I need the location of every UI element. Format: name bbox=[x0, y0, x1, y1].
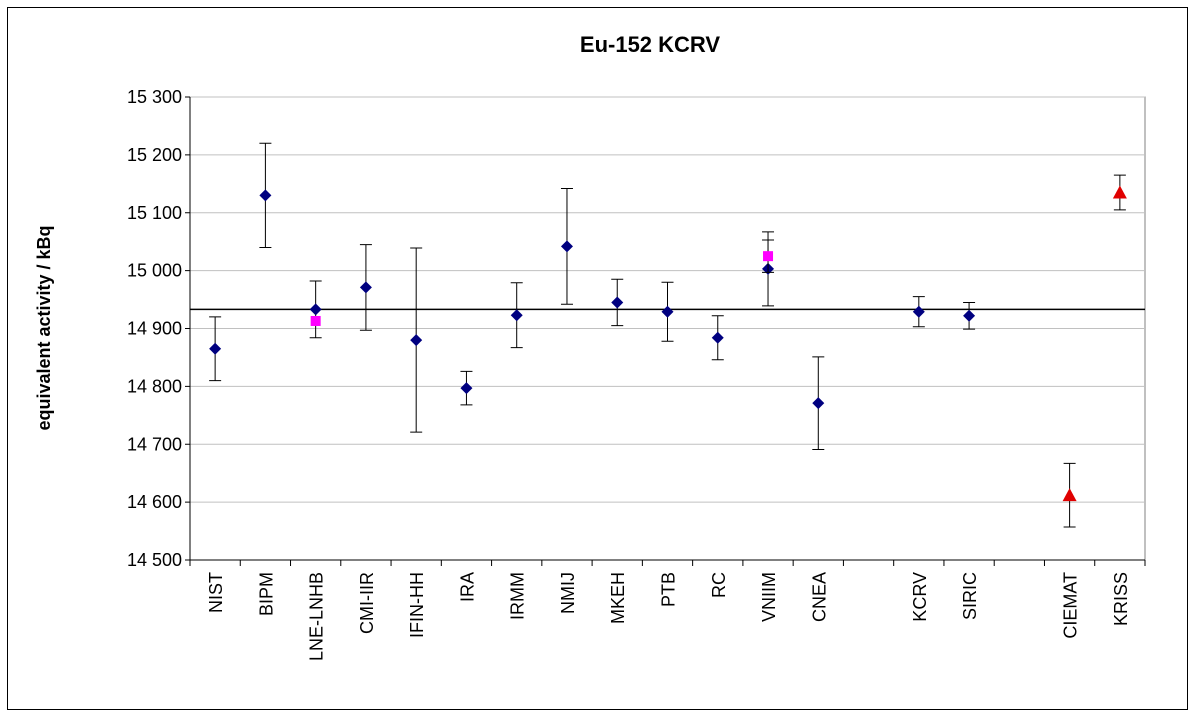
x-tick-label: IRA bbox=[457, 572, 477, 602]
y-tick-label: 14 700 bbox=[127, 434, 182, 454]
x-tick-label: SIRIC bbox=[960, 572, 980, 620]
y-tick-label: 15 100 bbox=[127, 203, 182, 223]
data-point bbox=[359, 281, 372, 294]
y-axis-label: equivalent activity / kBq bbox=[34, 225, 54, 430]
y-tick-label: 15 300 bbox=[127, 87, 182, 107]
x-tick-label: KRISS bbox=[1111, 572, 1131, 626]
data-point bbox=[711, 331, 724, 344]
y-tick-label: 15 000 bbox=[127, 261, 182, 281]
x-tick-label: LNE-LNHB bbox=[307, 572, 327, 661]
data-point bbox=[259, 189, 272, 202]
data-point bbox=[1112, 185, 1127, 199]
data-point bbox=[1062, 488, 1077, 502]
data-point bbox=[661, 305, 674, 318]
x-tick-label: NMIJ bbox=[558, 572, 578, 614]
data-point bbox=[309, 303, 322, 316]
data-point bbox=[560, 240, 573, 253]
data-point bbox=[410, 334, 423, 347]
data-point bbox=[963, 309, 976, 322]
data-point bbox=[763, 251, 774, 262]
x-tick-label: CMI-IIR bbox=[357, 572, 377, 634]
y-tick-label: 15 200 bbox=[127, 145, 182, 165]
y-tick-label: 14 800 bbox=[127, 376, 182, 396]
x-tick-label: CIEMAT bbox=[1061, 572, 1081, 639]
data-point bbox=[912, 305, 925, 318]
x-tick-label: CNEA bbox=[809, 572, 829, 622]
y-tick-label: 14 600 bbox=[127, 492, 182, 512]
x-tick-label: BIPM bbox=[256, 572, 276, 616]
data-point bbox=[310, 315, 321, 326]
x-tick-label: RC bbox=[709, 572, 729, 598]
data-point bbox=[611, 296, 624, 309]
chart-title: Eu-152 KCRV bbox=[580, 32, 721, 57]
y-tick-label: 14 500 bbox=[127, 550, 182, 570]
x-tick-label: VNIIM bbox=[759, 572, 779, 622]
data-point bbox=[209, 342, 222, 355]
x-tick-label: PTB bbox=[659, 572, 679, 607]
data-point bbox=[510, 309, 523, 322]
x-tick-label: KCRV bbox=[910, 572, 930, 622]
data-point bbox=[812, 397, 825, 410]
x-tick-label: IFIN-HH bbox=[407, 572, 427, 638]
y-tick-label: 14 900 bbox=[127, 319, 182, 339]
data-point bbox=[460, 382, 473, 395]
x-tick-label: MKEH bbox=[608, 572, 628, 624]
x-tick-label: IRMM bbox=[508, 572, 528, 620]
x-tick-label: NIST bbox=[206, 572, 226, 613]
